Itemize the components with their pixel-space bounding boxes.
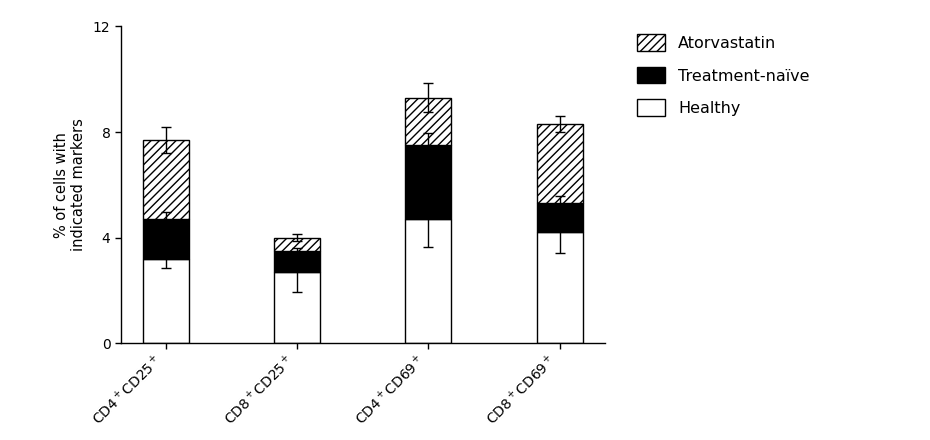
Bar	[405, 219, 451, 343]
Bar	[143, 140, 189, 219]
Bar	[143, 259, 189, 343]
Bar	[537, 203, 582, 232]
Bar	[537, 124, 582, 203]
Legend: Atorvastatin, Treatment-naïve, Healthy: Atorvastatin, Treatment-naïve, Healthy	[637, 34, 810, 116]
Bar	[274, 272, 320, 343]
Bar	[143, 219, 189, 259]
Bar	[274, 238, 320, 251]
Y-axis label: % of cells with
indicated markers: % of cells with indicated markers	[54, 118, 86, 251]
Bar	[274, 251, 320, 272]
Bar	[537, 232, 582, 343]
Bar	[405, 98, 451, 145]
Bar	[405, 145, 451, 219]
